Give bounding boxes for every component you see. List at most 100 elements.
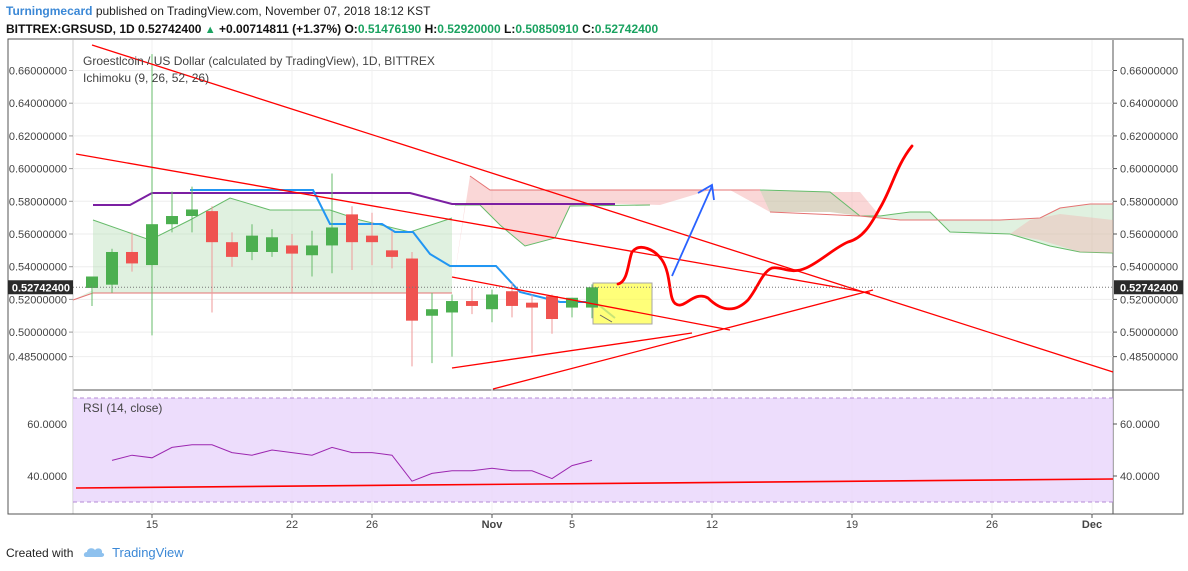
price-tick-label: 0.60000000: [1120, 164, 1178, 176]
trend-line-middle: [75, 153, 871, 294]
candle-body: [186, 209, 198, 217]
price-change: +0.00714811 (+1.37%): [219, 22, 342, 36]
author-name[interactable]: Turningmecard: [6, 4, 93, 18]
candle: [466, 287, 478, 315]
wedge-line-top: [451, 276, 731, 331]
candle: [486, 289, 498, 323]
time-tick-label: 26: [366, 519, 378, 531]
candle: [186, 186, 198, 233]
price-tick-label-left: 0.54000000: [9, 262, 67, 274]
candle-body: [206, 211, 218, 243]
chart-header: Turningmecard published on TradingView.c…: [6, 2, 1182, 39]
drawings: [75, 44, 1114, 390]
price-tick-label: 0.54000000: [1120, 262, 1178, 274]
senkou-b-mid: [469, 175, 760, 191]
candle: [286, 234, 298, 293]
tradingview-cloud-icon: [83, 548, 104, 557]
candle-body: [346, 214, 358, 243]
candle-body: [426, 309, 438, 316]
candle-body: [326, 227, 338, 246]
price-tick-label-left: 0.50000000: [9, 327, 67, 339]
close-label: C:: [582, 22, 595, 36]
time-tick-label: 5: [569, 519, 575, 531]
price-tick-label-left: 0.58000000: [9, 196, 67, 208]
chart-title: Groestlcoin / US Dollar (calculated by T…: [83, 54, 435, 68]
candle: [126, 232, 138, 272]
price-tick-label-left: 0.52000000: [9, 294, 67, 306]
trend-line-upper: [91, 44, 1114, 373]
candle-body: [106, 251, 118, 285]
price-tick-label-left: 0.66000000: [9, 66, 67, 78]
rsi-series: [75, 444, 1114, 489]
candle: [526, 294, 538, 354]
highlight-box: [592, 282, 653, 325]
senkou-a-left: [92, 197, 453, 241]
tenkan-line: [190, 189, 616, 319]
low-label: L:: [503, 22, 516, 36]
open-label: O:: [344, 22, 358, 36]
candle-body: [446, 301, 458, 313]
last-price: 0.52742400: [138, 22, 202, 36]
ichimoku-cloud: [72, 175, 1114, 301]
price-tick-label: 0.52000000: [1120, 294, 1178, 306]
senkou-b-right: [769, 203, 1113, 221]
cloud-red-mid: [452, 176, 880, 293]
candle: [246, 224, 258, 261]
rsi-tick-label: 40.0000: [1120, 471, 1160, 483]
high-value: 0.52920000: [437, 22, 501, 36]
candle: [306, 230, 318, 277]
price-tick-label: 0.64000000: [1120, 98, 1178, 110]
price-tick-label: 0.58000000: [1120, 196, 1178, 208]
candle: [446, 294, 458, 357]
forecast-path: [616, 144, 914, 311]
price-tick-label: 0.66000000: [1120, 66, 1178, 78]
time-tick-label: 22: [286, 519, 298, 531]
time-tick-label: Dec: [1082, 519, 1102, 531]
candle-body: [126, 251, 138, 264]
footer: Created with TradingView: [6, 545, 184, 560]
candles: [86, 54, 598, 367]
candle: [266, 229, 278, 257]
price-tick-label-left: 0.60000000: [9, 164, 67, 176]
candle: [226, 232, 238, 267]
cursor-marker: [599, 314, 613, 323]
price-tick-label-left: 0.62000000: [9, 131, 67, 143]
support-line: [492, 289, 874, 390]
last-price-tag-left: [8, 280, 73, 295]
price-tick-label: 0.50000000: [1120, 327, 1178, 339]
candle-body: [506, 291, 518, 306]
candle-body: [386, 250, 398, 257]
last-price-tag-label: 0.52742400: [1120, 282, 1178, 294]
senkou-b-left: [72, 292, 452, 301]
candle: [406, 251, 418, 367]
candle-body: [466, 301, 478, 306]
tradingview-brand[interactable]: TradingView: [112, 545, 184, 560]
kijun-line: [93, 192, 615, 206]
candle-body: [366, 235, 378, 243]
rsi-band-fill: [73, 398, 1113, 502]
publish-line: Turningmecard published on TradingView.c…: [6, 2, 1182, 20]
candle-body: [226, 242, 238, 257]
time-tick-label: 26: [986, 519, 998, 531]
price-tick-label-left: 0.56000000: [9, 229, 67, 241]
candle: [166, 191, 178, 233]
candle-body: [566, 297, 578, 308]
candle-body: [546, 296, 558, 320]
last-price-tag-left-label: 0.52742400: [12, 282, 70, 294]
ohlc-line: BITTREX:GRSUSD, 1D 0.52742400 ▲ +0.00714…: [6, 20, 1182, 39]
rsi-tick-label-left: 60.0000: [27, 419, 67, 431]
price-tick-label-left: 0.64000000: [9, 98, 67, 110]
price-tick-label: 0.56000000: [1120, 229, 1178, 241]
candle-body: [166, 216, 178, 225]
candle-body: [486, 294, 498, 310]
candle: [86, 276, 98, 306]
candle: [346, 206, 358, 270]
highlight-rect: [592, 282, 653, 325]
created-with-label: Created with: [6, 546, 74, 560]
rsi-trend-line: [75, 478, 1114, 489]
candle: [566, 297, 578, 318]
rsi-band: [73, 397, 1113, 503]
rsi-tick-label: 60.0000: [1120, 419, 1160, 431]
candle-body: [526, 302, 538, 308]
